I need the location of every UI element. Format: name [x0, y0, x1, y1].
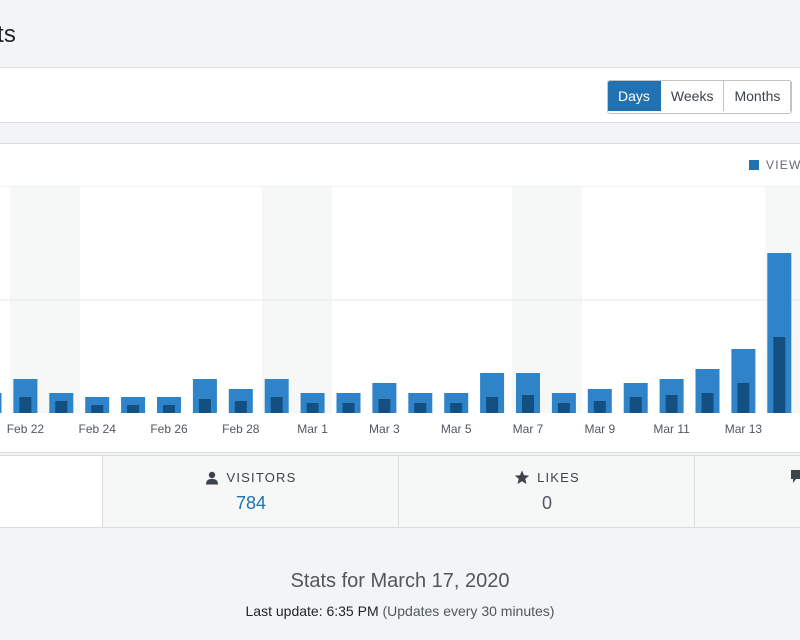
- x-tick-label: Feb 22: [7, 422, 45, 436]
- visitors-bar: [306, 403, 319, 413]
- x-tick-label: Mar 1: [297, 422, 328, 436]
- x-tick-label: Feb 24: [79, 422, 117, 436]
- period-months-button[interactable]: Months: [724, 81, 792, 111]
- x-tick-label: Mar 5: [441, 422, 472, 436]
- x-tick-label: Mar 3: [369, 422, 400, 436]
- last-update-time: Last update: 6:35 PM: [245, 603, 379, 619]
- likes-value: 0: [541, 493, 552, 513]
- visitors-bar: [450, 403, 463, 413]
- x-tick-label: Mar 7: [513, 422, 544, 436]
- likes-tab[interactable]: LIKES 0: [398, 456, 695, 527]
- visitors-bar: [414, 403, 427, 413]
- visitors-bar: [270, 397, 283, 413]
- visitors-bar: [198, 399, 211, 413]
- visitors-bar: [127, 405, 140, 413]
- visitors-bar: [55, 401, 68, 413]
- period-days-button[interactable]: Days: [608, 81, 661, 111]
- legend-swatch: [749, 160, 759, 170]
- visitors-bar: [91, 405, 104, 413]
- visitors-bar: [486, 397, 499, 413]
- legend-label: VIEW: [766, 158, 800, 172]
- last-update-text: Last update: 6:35 PM (Updates every 30 m…: [0, 603, 800, 619]
- x-tick-label: Mar 9: [584, 422, 615, 436]
- period-weeks-button[interactable]: Weeks: [661, 81, 725, 111]
- x-tick-label: Mar 11: [653, 422, 690, 436]
- visitors-tab[interactable]: VISITORS 784: [102, 456, 399, 527]
- views-chart: Feb 22 Feb 24 Feb 26 Feb 28 Mar 1 Mar 3 Mar 5 M…: [0, 186, 800, 436]
- comments-tab[interactable]: [694, 456, 800, 527]
- visitors-bar: [378, 399, 391, 413]
- person-icon: [206, 471, 219, 484]
- visitors-bar: [665, 395, 678, 413]
- stats-date-heading: Stats for March 17, 2020: [290, 570, 510, 592]
- comment-icon: [791, 470, 800, 483]
- x-tick-label: Mar 13: [725, 422, 763, 436]
- visitors-bar: [593, 401, 606, 413]
- visitors-bar: [701, 393, 714, 413]
- update-frequency-note: (Updates every 30 minutes): [382, 603, 555, 619]
- x-tick-label: Feb 26: [150, 422, 188, 436]
- x-tick-label: Feb 28: [222, 422, 260, 436]
- visitors-bar: [19, 397, 32, 413]
- period-selector: Days Weeks Months: [607, 80, 793, 114]
- visitors-bar: [629, 397, 642, 413]
- visitors-bar: [522, 395, 534, 413]
- visitors-bar: [234, 401, 247, 413]
- visitors-bar: [342, 403, 355, 413]
- visitors-bar: [773, 337, 786, 413]
- chart-legend: VIEW: [749, 158, 800, 172]
- views-bar: [0, 393, 2, 413]
- likes-label: LIKES: [537, 470, 580, 485]
- visitors-bar: [163, 405, 175, 413]
- visitors-bar: [557, 403, 570, 413]
- visitors-value[interactable]: 784: [235, 493, 267, 513]
- visitors-label: VISITORS: [226, 470, 297, 485]
- star-icon: [514, 470, 530, 485]
- page-title: ts: [0, 21, 17, 48]
- visitors-bar: [737, 383, 750, 413]
